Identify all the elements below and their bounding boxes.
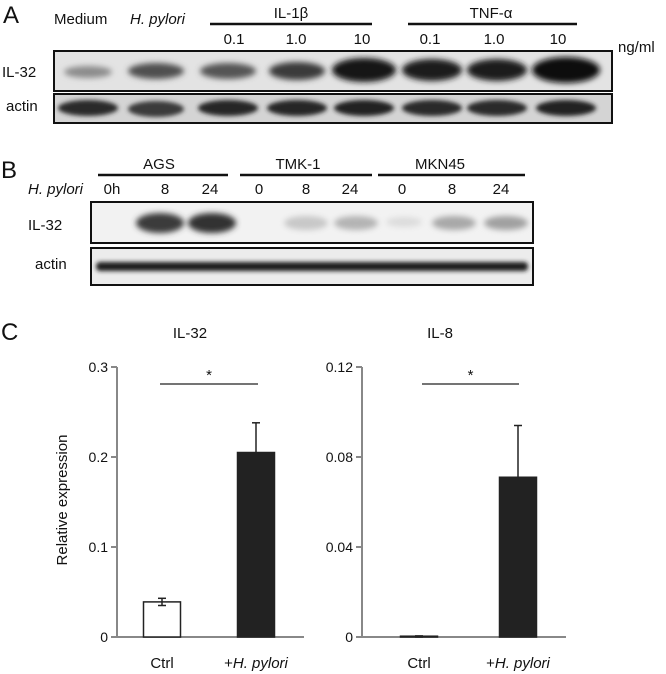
row-label-actin: actin [6,98,38,115]
bar [142,601,182,638]
band [198,100,258,116]
panel-c: C Relative expression IL-32 0 0.1 0.2 0.3 Ctr… [1,319,566,672]
group-label-il1b: IL-1β [274,5,309,22]
band [467,59,527,81]
y-axis-label: Relative expression [54,435,71,566]
time-label: 24 [342,181,359,198]
chart-title: IL-32 [173,325,207,342]
band [484,216,528,230]
bands-il32-a [64,57,600,83]
y-tick-label: 0.1 [89,539,109,555]
treatment-label: H. pylori [28,181,84,198]
y-tick-label: 0.12 [326,359,353,375]
band [200,63,256,79]
time-label: 24 [493,181,510,198]
band [332,58,396,82]
row-label-il32: IL-32 [2,64,36,81]
chart-il8: IL-8 0 0.04 0.08 0.12 Ctrl +H. pylori * [326,325,566,672]
row-label-il32-b: IL-32 [28,217,62,234]
panel-c-letter: C [1,319,18,346]
cell-line-label-mkn45: MKN45 [415,156,465,173]
band [402,100,462,116]
category-label: +H. pylori [486,655,550,672]
band [136,213,184,233]
time-label: 8 [161,181,169,198]
band [64,66,112,78]
dose-label: 10 [354,31,371,48]
band [128,63,184,79]
band [269,62,325,80]
band [386,217,422,227]
category-label: Ctrl [150,655,173,672]
time-label: 8 [302,181,310,198]
time-label: 0 [398,181,406,198]
band [532,57,600,83]
band [402,59,462,81]
bands-il32-b [136,213,528,233]
band [334,100,394,116]
cell-line-label-tmk1: TMK-1 [276,156,321,173]
panel-b-letter: B [1,157,17,184]
y-tick-label: 0 [100,629,108,645]
lane-label-hpylori: H. pylori [130,11,186,28]
band [467,100,527,116]
band [267,100,327,116]
y-tick-label: 0.2 [89,449,109,465]
band [432,216,476,230]
group-label-tnfa: TNF-α [470,5,513,22]
y-tick-label: 0 [345,629,353,645]
unit-label: ng/ml [618,39,655,56]
band [96,262,528,271]
panel-a-letter: A [3,2,19,29]
band [334,216,378,230]
band [188,213,236,233]
band [536,100,596,116]
band [58,100,118,116]
bands-actin-b [96,262,528,271]
significance-star: * [206,367,212,384]
panel-a: A Medium H. pylori IL-1β TNF-α 0.1 1.0 1… [2,2,655,124]
cell-line-label-ags: AGS [143,156,175,173]
dose-label: 1.0 [484,31,505,48]
category-label: Ctrl [407,655,430,672]
dose-label: 0.1 [420,31,441,48]
dose-label: 1.0 [286,31,307,48]
significance-star: * [468,367,474,384]
panel-b: B AGS TMK-1 MKN45 H. pylori 0h 8 24 0 8 … [1,156,534,286]
dose-label: 10 [550,31,567,48]
bar [236,451,276,638]
lane-label-medium: Medium [54,11,107,28]
y-tick-label: 0.3 [89,359,109,375]
chart-il32: IL-32 0 0.1 0.2 0.3 Ctrl +H. pylori * [89,325,304,672]
row-label-actin-b: actin [35,256,67,273]
chart-title: IL-8 [427,325,453,342]
category-label: +H. pylori [224,655,288,672]
band [128,101,184,117]
band [284,216,328,230]
bands-actin-a [58,100,596,117]
y-tick-label: 0.08 [326,449,353,465]
time-label: 8 [448,181,456,198]
time-label: 0h [104,181,121,198]
y-tick-label: 0.04 [326,539,353,555]
time-label: 0 [255,181,263,198]
dose-label: 0.1 [224,31,245,48]
time-label: 24 [202,181,219,198]
